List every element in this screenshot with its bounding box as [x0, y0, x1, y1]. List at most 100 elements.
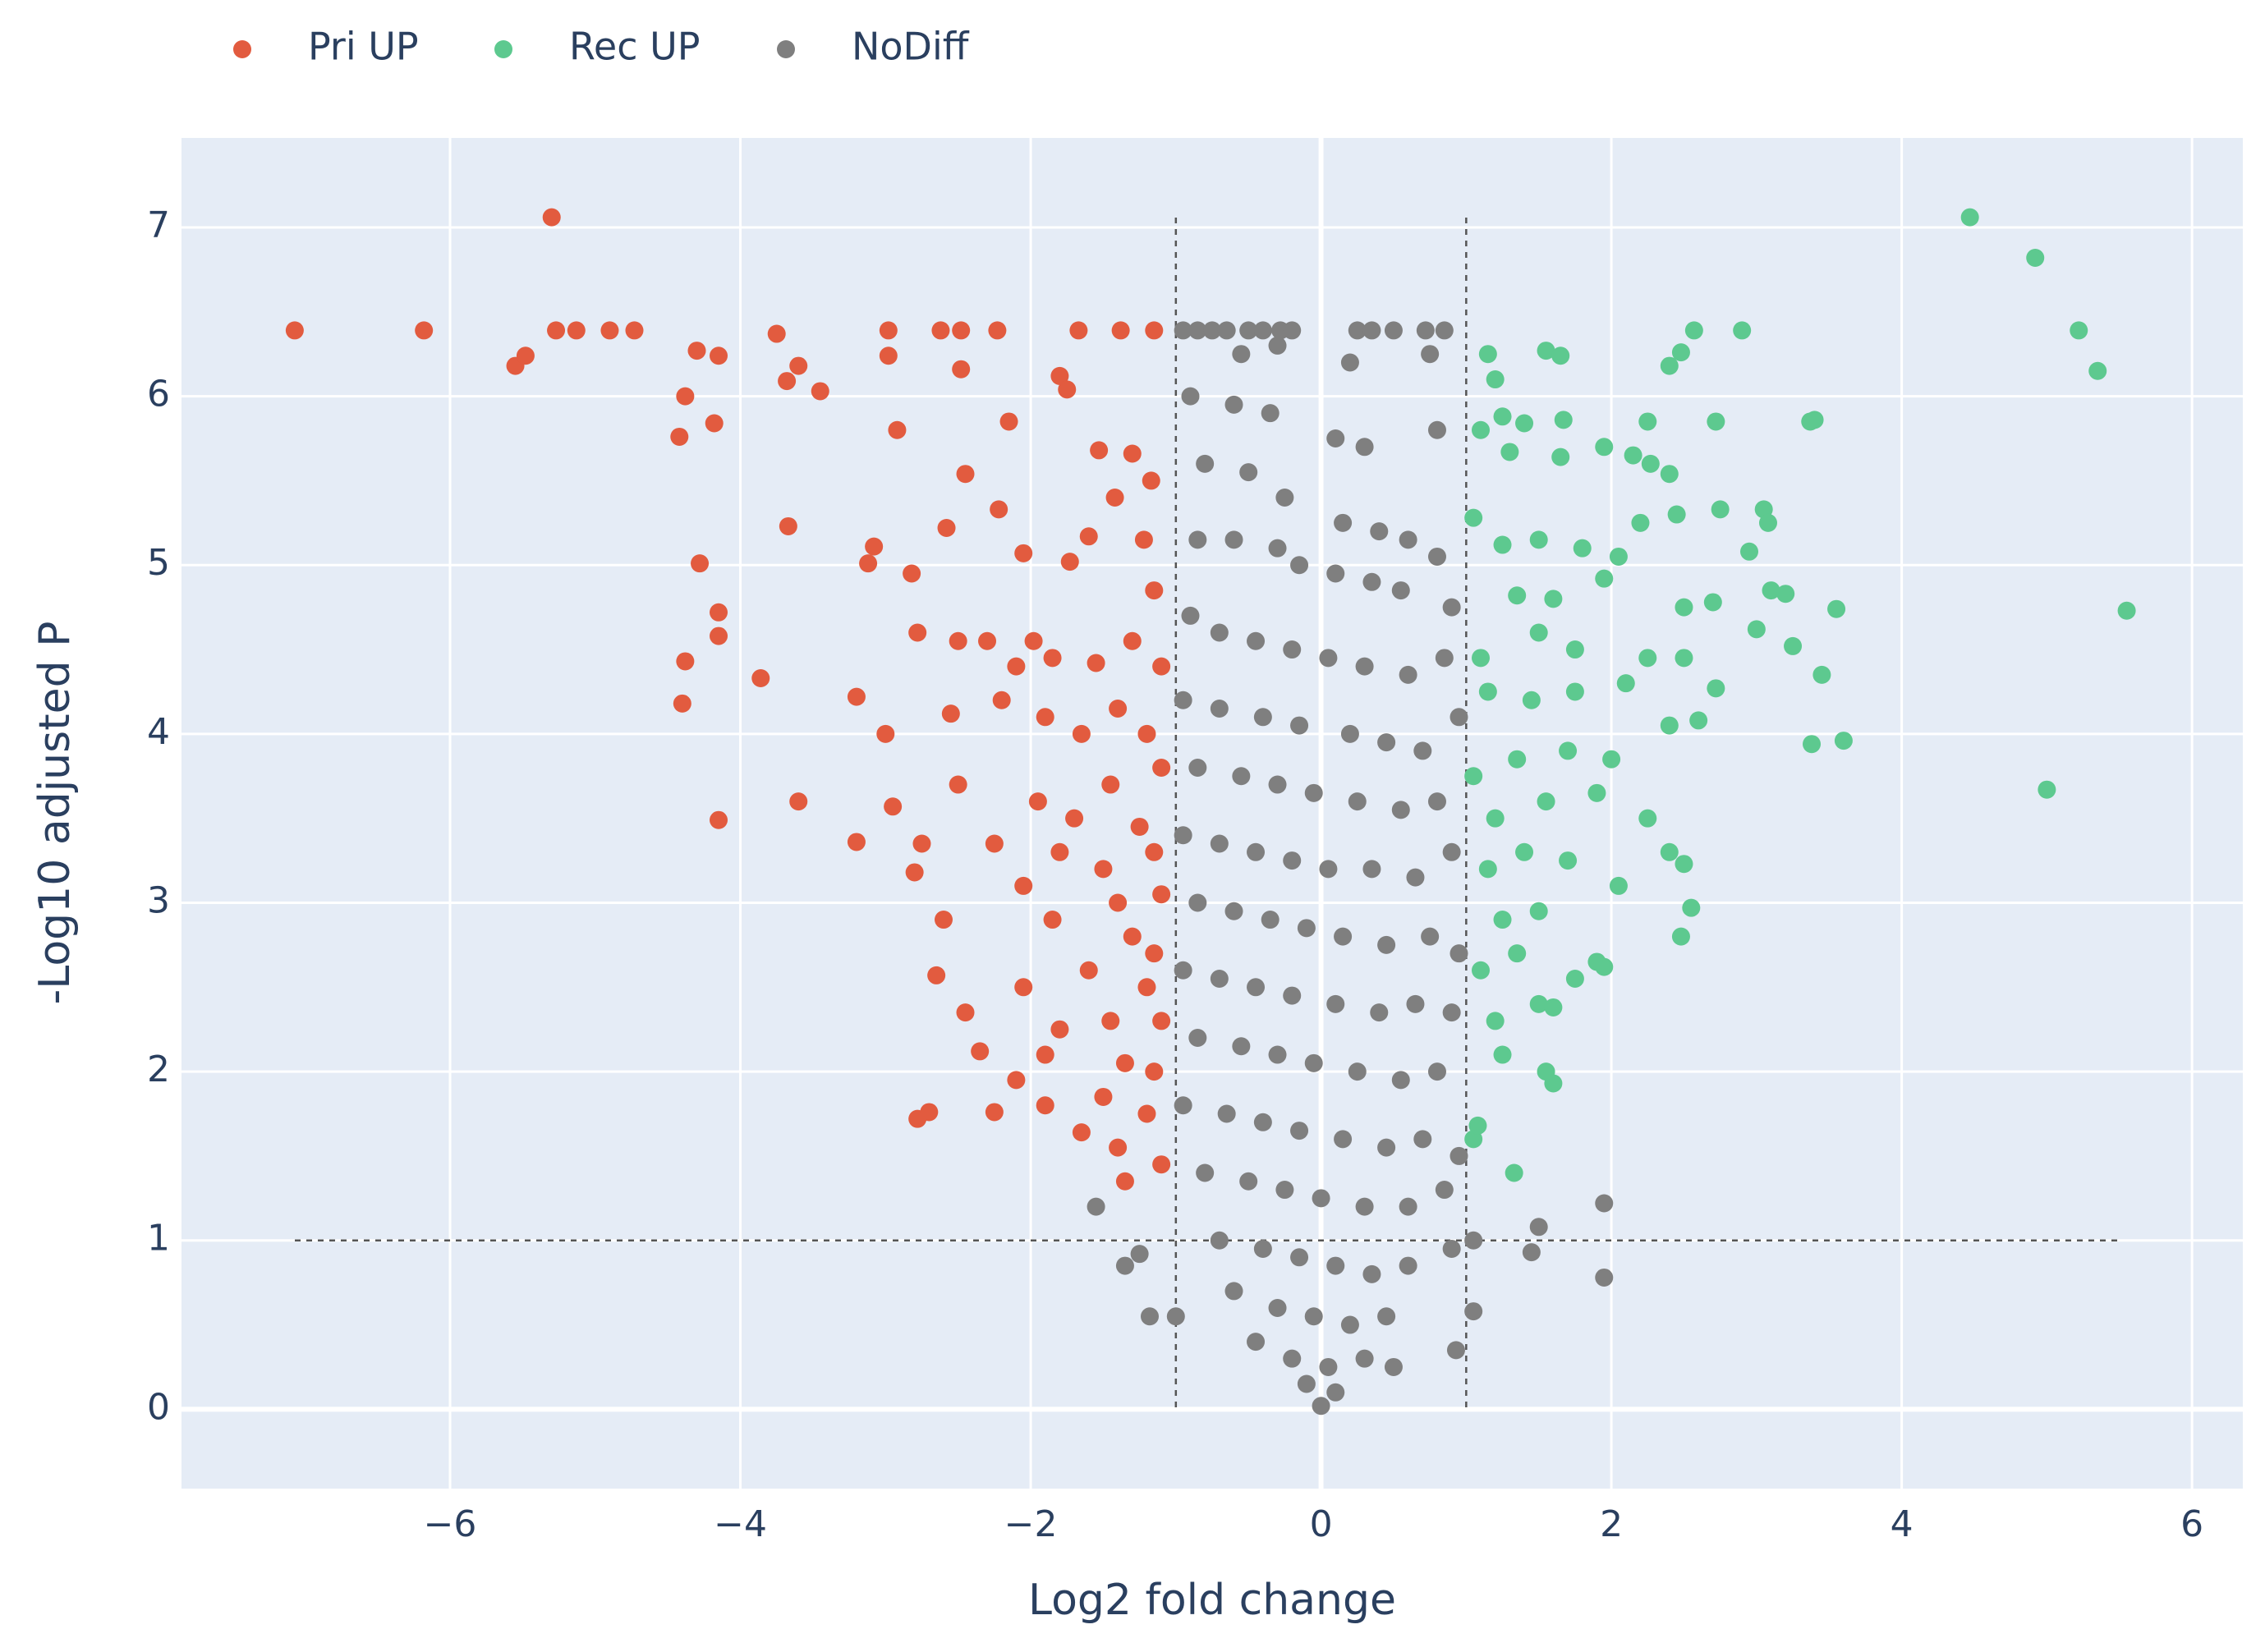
point [1268, 775, 1287, 794]
point [1275, 1181, 1294, 1200]
point [1283, 640, 1302, 659]
point [1595, 569, 1614, 588]
point [1537, 342, 1555, 360]
point [691, 554, 710, 573]
point [952, 360, 971, 379]
point [705, 414, 724, 433]
point [1508, 586, 1527, 605]
point [1551, 346, 1570, 365]
point [1416, 321, 1435, 340]
point [1427, 420, 1446, 439]
point [985, 834, 1004, 853]
point [1290, 1122, 1309, 1140]
point [1960, 208, 1979, 227]
point [1224, 395, 1243, 414]
point [876, 724, 895, 743]
point [710, 626, 728, 645]
point [1232, 1037, 1251, 1056]
point [1137, 1104, 1156, 1123]
point [1069, 321, 1088, 340]
point [927, 966, 946, 984]
point [1253, 1240, 1272, 1259]
point [1406, 994, 1425, 1013]
point [1486, 1012, 1505, 1030]
point [1834, 732, 1853, 750]
point [1174, 321, 1192, 340]
point [1515, 414, 1534, 433]
point [1174, 826, 1192, 845]
point [1464, 508, 1483, 527]
point [1522, 1243, 1541, 1262]
point [1196, 454, 1215, 473]
point [1123, 631, 1142, 650]
point [1616, 674, 1635, 693]
point [1094, 860, 1113, 879]
x-tick-label: 6 [2180, 1503, 2203, 1545]
point [779, 516, 797, 535]
point [1442, 1003, 1461, 1022]
point [1319, 1357, 1338, 1376]
point [1140, 1307, 1159, 1326]
y-tick-label: 7 [147, 204, 170, 246]
point [1671, 927, 1690, 946]
point [949, 631, 967, 650]
point [1508, 944, 1527, 963]
point [1174, 1096, 1192, 1115]
point [1689, 711, 1708, 730]
point [1115, 1172, 1134, 1191]
point [934, 911, 953, 929]
point [1472, 420, 1491, 439]
point [1406, 868, 1425, 887]
legend-label: NoDiff [852, 25, 970, 69]
point [1675, 855, 1693, 874]
point [1500, 443, 1519, 461]
point [1660, 356, 1679, 375]
point [1224, 902, 1243, 920]
point [547, 321, 566, 340]
point [1290, 1248, 1309, 1267]
point [1711, 500, 1730, 519]
point [1554, 411, 1573, 429]
point [1399, 530, 1417, 549]
point [1595, 1268, 1614, 1287]
point [952, 321, 971, 340]
point [1595, 957, 1614, 976]
legend-marker [777, 40, 795, 58]
point [931, 321, 950, 340]
legend-marker [233, 40, 251, 58]
point [888, 420, 907, 439]
point [879, 346, 898, 365]
point [1559, 851, 1578, 870]
point [1493, 1045, 1512, 1064]
point [1565, 682, 1584, 701]
point [1660, 716, 1679, 735]
point [1111, 321, 1130, 340]
point [676, 652, 695, 671]
point [516, 346, 535, 365]
point [1544, 998, 1563, 1016]
point [1609, 876, 1628, 895]
x-tick-label: −6 [424, 1503, 477, 1545]
point [1014, 978, 1033, 997]
point [1435, 649, 1454, 668]
point [920, 1103, 939, 1122]
point [1413, 741, 1432, 760]
point [1304, 1053, 1323, 1072]
point [1247, 631, 1266, 650]
point [1007, 657, 1026, 676]
point [1072, 724, 1091, 743]
point [1340, 1315, 1359, 1334]
point [1638, 412, 1657, 431]
point [1152, 1012, 1171, 1030]
legend: Pri UP Rec UP NoDiff [233, 25, 970, 69]
point [884, 797, 903, 816]
point [673, 694, 691, 713]
point [990, 500, 1008, 519]
point [1803, 735, 1822, 754]
point [1478, 860, 1497, 879]
point [2070, 321, 2088, 340]
point [1703, 593, 1722, 612]
point [542, 208, 561, 227]
point [1142, 471, 1160, 490]
point [1181, 606, 1200, 625]
